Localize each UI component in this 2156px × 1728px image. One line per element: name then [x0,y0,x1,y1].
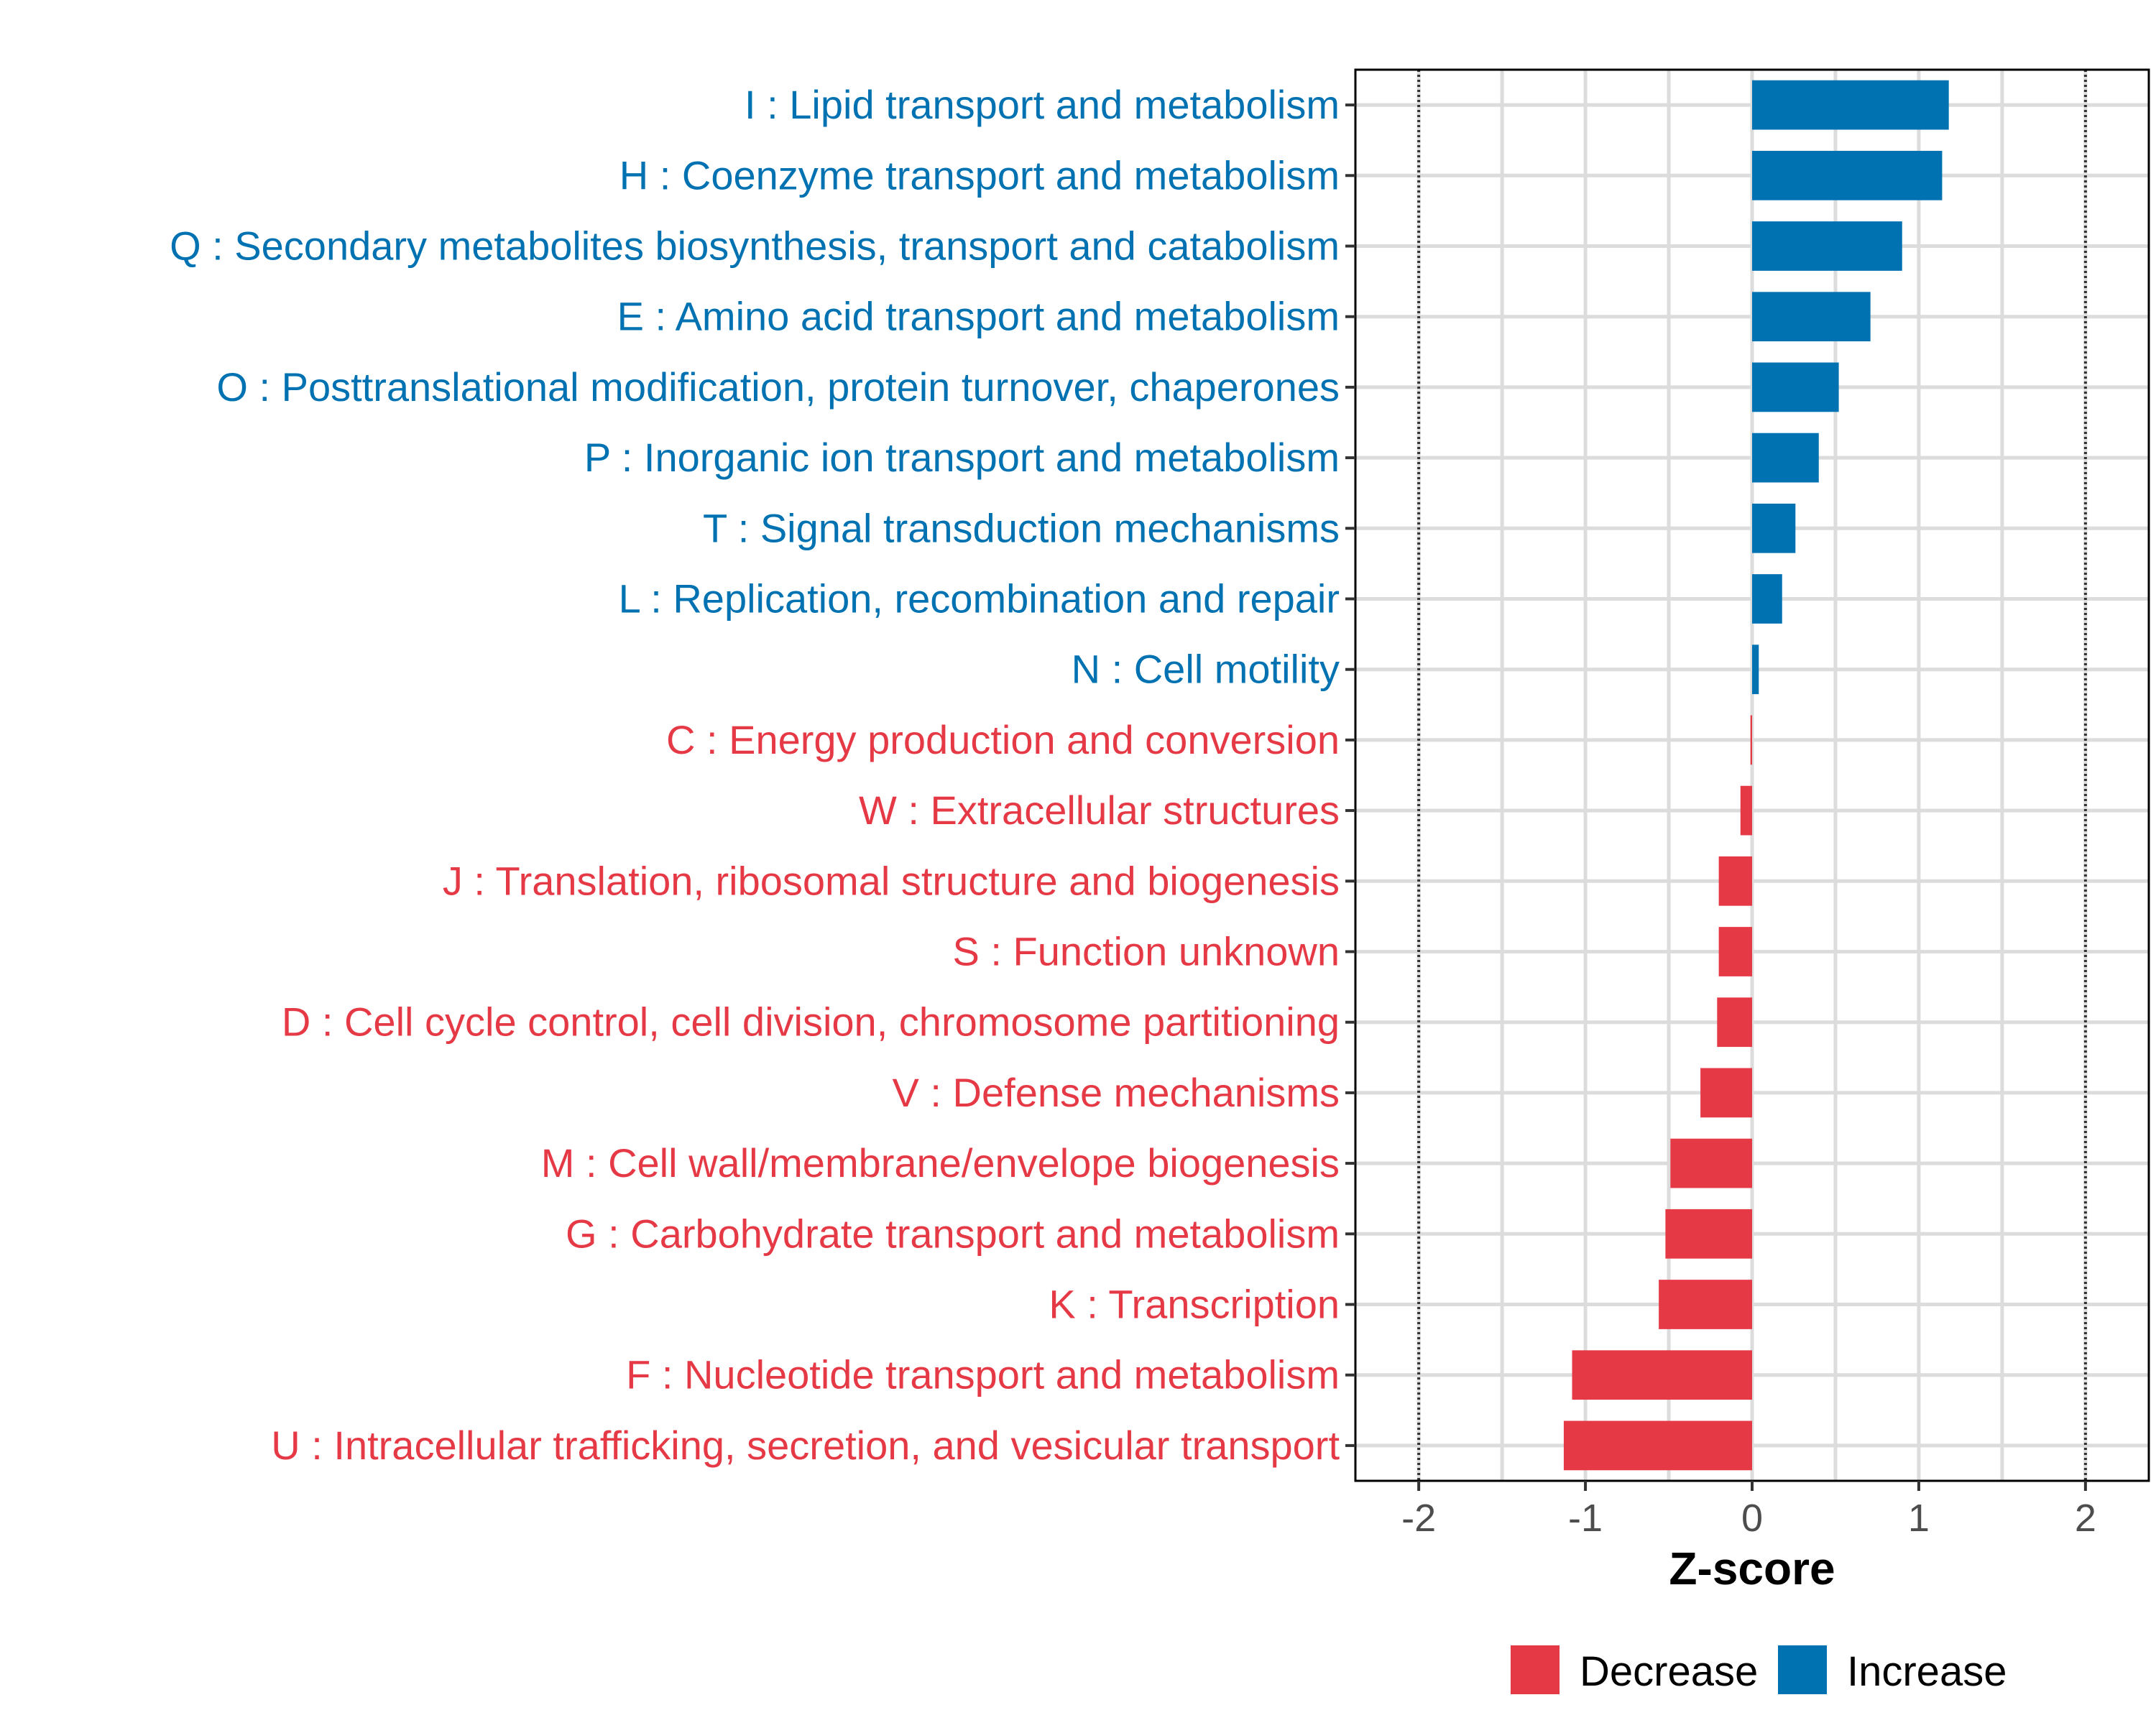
category-label-p: P : Inorganic ion transport and metaboli… [584,435,1340,480]
bar-g [1665,1209,1752,1259]
bar-k [1659,1280,1752,1329]
legend-label-increase: Increase [1847,1648,2007,1695]
x-tick-label: 0 [1741,1497,1763,1540]
x-tick-label: -1 [1568,1497,1603,1540]
bar-layer [1563,80,1949,1471]
x-tick-label: 2 [2075,1497,2096,1540]
bar-s [1718,927,1752,976]
legend-label-decrease: Decrease [1580,1648,1758,1695]
category-label-n: N : Cell motility [1072,647,1340,692]
bar-p [1752,433,1819,483]
category-label-e: E : Amino acid transport and metabolism [617,294,1340,339]
bar-c [1750,715,1752,765]
legend: Decrease Increase [1511,1645,2007,1695]
bar-u [1563,1420,1752,1471]
bar-d [1717,997,1752,1048]
bar-j [1718,856,1752,906]
category-label-q: Q : Secondary metabolites biosynthesis, … [170,223,1340,269]
bar-f [1572,1350,1752,1400]
category-label-d: D : Cell cycle control, cell division, c… [282,999,1340,1045]
bar-m [1670,1138,1752,1188]
grid-layer [1355,70,2149,1481]
category-label-v: V : Defense mechanisms [893,1070,1340,1115]
category-label-t: T : Signal transduction mechanisms [703,505,1340,550]
category-label-s: S : Function unknown [952,929,1340,974]
category-label-h: H : Coenzyme transport and metabolism [619,152,1340,198]
legend-swatch-decrease [1511,1645,1560,1694]
category-label-o: O : Posttranslational modification, prot… [216,364,1340,410]
y-tick-layer: I : Lipid transport and metabolism H : Co… [170,82,1355,1468]
category-label-w: W : Extracellular structures [859,787,1340,833]
bar-q [1752,221,1902,271]
bar-t [1752,503,1796,553]
x-axis-title: Z-score [1669,1543,1835,1594]
bar-i [1752,80,1949,130]
threshold-layer [1417,70,2087,1481]
category-label-f: F : Nucleotide transport and metabolism [626,1352,1340,1397]
category-label-g: G : Carbohydrate transport and metabolis… [566,1211,1340,1256]
legend-swatch-increase [1778,1645,1827,1694]
bar-w [1740,785,1752,836]
category-label-m: M : Cell wall/membrane/envelope biogenes… [541,1140,1340,1186]
category-label-c: C : Energy production and conversion [666,717,1340,762]
category-label-l: L : Replication, recombination and repai… [619,576,1340,622]
bar-n [1752,644,1759,695]
bar-o [1752,362,1839,412]
category-label-j: J : Translation, ribosomal structure and… [443,858,1340,903]
x-tick-layer: -2 -1 0 1 2 [1401,1481,2096,1540]
x-tick-label: 1 [1908,1497,1930,1540]
category-label-k: K : Transcription [1049,1282,1340,1327]
bar-e [1752,292,1871,342]
category-label-i: I : Lipid transport and metabolism [745,82,1340,127]
x-tick-label: -2 [1401,1497,1436,1540]
category-label-u: U : Intracellular trafficking, secretion… [271,1423,1340,1468]
bar-l [1752,574,1782,624]
bar-h [1752,150,1943,200]
bar-v [1700,1068,1752,1118]
